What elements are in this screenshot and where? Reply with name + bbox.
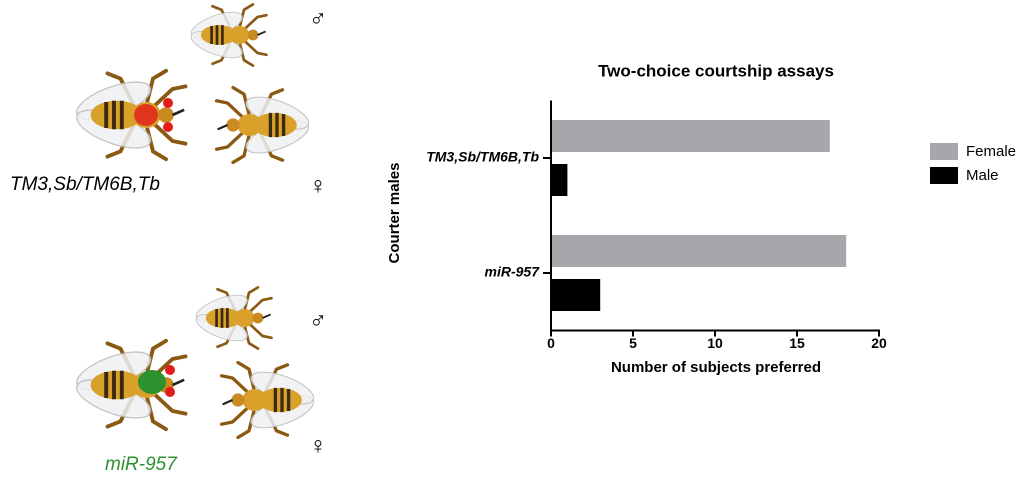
x-tick-label: 15 xyxy=(789,335,805,351)
x-tick-label: 0 xyxy=(547,335,555,351)
bar xyxy=(551,120,830,152)
y-axis-label: Courter males xyxy=(386,163,403,264)
male-symbol: ♂ xyxy=(309,5,327,32)
panel-label: TM3,Sb/TM6B,Tb xyxy=(10,174,160,195)
figure: TM3,Sb/TM6B,Tb ♂ ♀ miR-957 ♂ ♀ Two-choic… xyxy=(0,0,1026,479)
chart-title: Two-choice courtship assays xyxy=(598,61,834,80)
panel-label: miR-957 xyxy=(105,454,178,475)
x-tick-label: 10 xyxy=(707,335,723,351)
legend-swatch xyxy=(930,167,958,184)
x-axis-label: Number of subjects preferred xyxy=(611,359,821,376)
legend-swatch xyxy=(930,143,958,160)
female-symbol: ♀ xyxy=(309,172,327,199)
plot: TM3,Sb/TM6B,Tb miR-957 0 5 10 15 20 Female Male xyxy=(426,101,1016,352)
y-tick-label: TM3,Sb/TM6B,Tb xyxy=(426,149,539,165)
legend-label: Male xyxy=(966,167,999,184)
bar xyxy=(551,164,567,196)
female-symbol: ♀ xyxy=(309,432,327,459)
x-tick-label: 20 xyxy=(871,335,887,351)
y-tick-label: miR-957 xyxy=(485,264,541,280)
legend-label: Female xyxy=(966,143,1016,160)
male-symbol: ♂ xyxy=(309,307,327,334)
bar xyxy=(551,235,846,267)
bar xyxy=(551,279,600,311)
x-tick-label: 5 xyxy=(629,335,637,351)
